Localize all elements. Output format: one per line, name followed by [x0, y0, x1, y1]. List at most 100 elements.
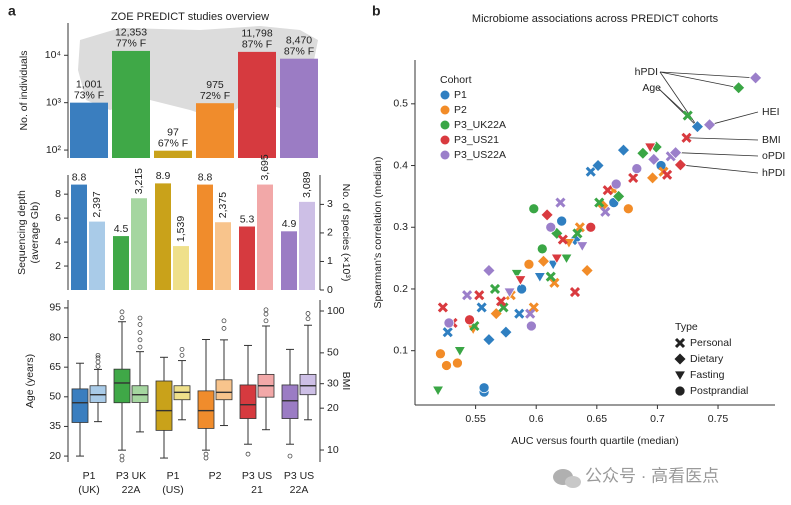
- bar: [155, 183, 171, 290]
- outlier: [119, 309, 125, 315]
- axis-label: Age (years): [24, 354, 36, 408]
- axis-label: No. of individuals: [18, 51, 30, 131]
- legend-label: Fasting: [690, 369, 725, 381]
- bar: [215, 222, 231, 290]
- marker-fasting: [644, 142, 657, 154]
- outlier: [137, 330, 143, 335]
- y-tick-label: 6: [55, 212, 61, 224]
- outlier: [95, 355, 101, 361]
- marker-dietary: [646, 171, 660, 185]
- y-tick-label: 95: [49, 302, 61, 314]
- legend-label: Postprandial: [690, 385, 748, 397]
- value-label: 1,001: [76, 78, 102, 90]
- bar: [238, 51, 276, 158]
- y-tick-label: 65: [49, 361, 61, 373]
- bar: [196, 103, 234, 158]
- marker-dietary: [540, 208, 554, 222]
- watermark: 公众号 · 高看医点: [585, 466, 719, 485]
- x-tick-label: P3 US: [284, 470, 314, 482]
- annotation-line: [686, 137, 759, 141]
- annotation-line: [659, 71, 756, 79]
- box: [215, 379, 233, 401]
- marker-postprandial: [441, 360, 452, 371]
- legend-symbol: [673, 352, 687, 366]
- box: [281, 384, 299, 419]
- marker-personal: [476, 302, 487, 313]
- legend-label: Personal: [690, 337, 731, 349]
- annotation: oPDI: [762, 150, 785, 162]
- bar: [281, 231, 297, 290]
- outlier: [119, 453, 125, 459]
- marker-personal: [498, 302, 509, 313]
- y2-tick-label: 10: [327, 444, 339, 456]
- marker-personal: [585, 166, 596, 177]
- marker-fasting: [560, 253, 573, 265]
- annotation-line: [709, 111, 759, 126]
- y2-tick-label: 2: [327, 227, 333, 239]
- bar: [112, 50, 150, 158]
- marker-personal: [681, 132, 692, 143]
- x-tick-label: P1: [167, 470, 180, 482]
- value-label: 4.9: [282, 218, 297, 230]
- y-tick-label: 80: [49, 331, 61, 343]
- marker-dietary: [616, 143, 630, 157]
- marker-personal: [474, 290, 485, 301]
- x-tick-label: 0.65: [587, 413, 608, 425]
- outlier: [137, 315, 143, 321]
- x-tick-label: 22A: [122, 484, 141, 496]
- bar: [299, 201, 315, 290]
- value-label: 97: [167, 126, 179, 138]
- legend-title: Type: [675, 321, 698, 333]
- outlier: [179, 352, 185, 358]
- marker-personal: [572, 228, 583, 239]
- value-label: 11,798: [241, 28, 272, 40]
- outlier: [263, 307, 269, 313]
- axis-label: Sequencing depth: [16, 190, 28, 275]
- legend-swatch: [440, 90, 450, 100]
- outlier: [137, 337, 143, 343]
- outlier: [137, 344, 143, 350]
- axis-label: No. of species (×10³): [340, 184, 352, 282]
- bar: [173, 246, 189, 290]
- female-share-label: 77% F: [116, 38, 146, 50]
- female-share-label: 87% F: [242, 39, 272, 51]
- bar: [154, 150, 192, 158]
- marker-postprandial: [516, 283, 528, 295]
- legend-label: P3_UK22A: [454, 119, 506, 131]
- marker-personal: [662, 169, 673, 180]
- marker-dietary: [636, 146, 650, 160]
- legend-title: Cohort: [440, 74, 472, 86]
- marker-dietary: [536, 254, 550, 268]
- y2-tick-label: 1: [327, 255, 333, 267]
- marker-postprandial: [536, 243, 548, 255]
- bar: [257, 184, 273, 290]
- y-tick-label: 10⁴: [45, 49, 61, 61]
- value-label: 12,353: [115, 27, 147, 39]
- x-tick-label: 21: [251, 484, 263, 496]
- value-label: 4.5: [114, 223, 129, 235]
- value-label: 3,695: [259, 154, 271, 180]
- axis-label: (average Gb): [29, 202, 41, 264]
- outlier: [119, 457, 125, 463]
- box: [197, 390, 215, 429]
- x-tick-label: P1: [83, 470, 96, 482]
- annotation-line: [675, 152, 759, 157]
- marker-dietary: [482, 333, 496, 347]
- legend-swatch: [440, 105, 450, 115]
- panel-label: a: [8, 3, 16, 19]
- x-tick-label: 22A: [290, 484, 309, 496]
- marker-dietary: [703, 118, 717, 132]
- marker-personal: [594, 197, 605, 208]
- bar: [280, 58, 318, 159]
- y-tick-label: 10²: [46, 144, 62, 156]
- value-label: 975: [206, 79, 224, 91]
- annotation: hPDI: [762, 167, 785, 179]
- legend-label: P2: [454, 104, 467, 116]
- y-tick-label: 8: [55, 188, 61, 200]
- outlier: [179, 346, 185, 352]
- y-tick-label: 0.4: [393, 159, 408, 171]
- outlier: [287, 453, 293, 459]
- x-tick-label: P3 UK: [116, 470, 146, 482]
- x-tick-label: P2: [209, 470, 222, 482]
